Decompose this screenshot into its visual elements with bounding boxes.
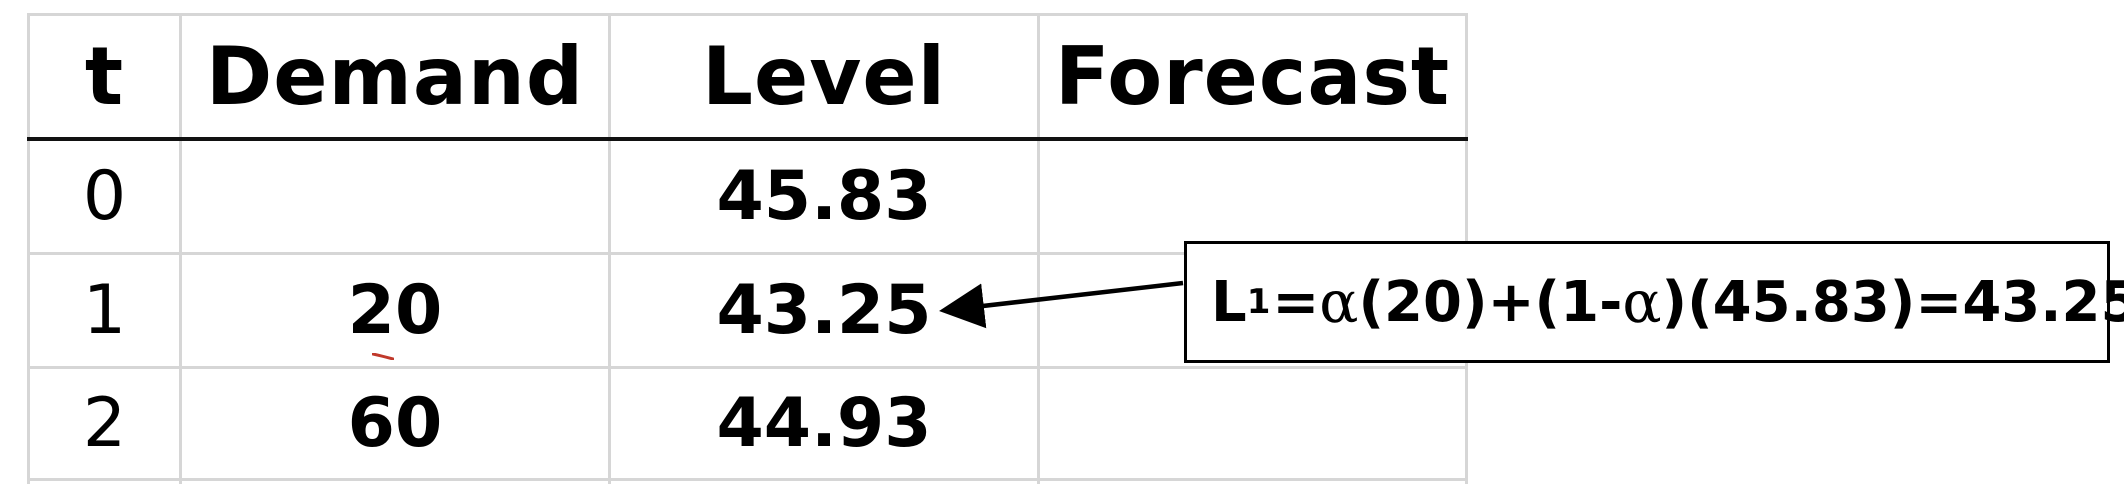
pen-mark	[372, 353, 394, 360]
header-t: t	[84, 30, 125, 123]
formula-one: 1	[1560, 269, 1600, 335]
grid-line	[27, 252, 1468, 255]
cell-demand	[182, 141, 608, 252]
cell-t: 1	[82, 271, 127, 350]
header-rule	[27, 137, 1468, 141]
cell-forecast	[1040, 141, 1465, 252]
formula-lhs-subscript: 1	[1246, 282, 1271, 322]
formula-equals: =	[1272, 269, 1320, 335]
formula-minus: -	[1599, 269, 1623, 335]
cell-t: 0	[82, 157, 127, 236]
header-forecast: Forecast	[1054, 30, 1451, 123]
alpha-symbol: α	[1622, 268, 1662, 336]
cell-demand: 60	[347, 384, 443, 463]
grid-line	[1037, 14, 1040, 484]
cell-t: 2	[82, 384, 127, 463]
grid-line	[27, 478, 1468, 481]
cell-level: 45.83	[716, 157, 932, 236]
formula-term: (20)+(	[1358, 269, 1561, 335]
header-level: Level	[701, 30, 947, 123]
alpha-symbol: α	[1319, 268, 1359, 336]
cell-demand: 20	[347, 271, 443, 350]
cell-level: 43.25	[716, 271, 932, 350]
header-demand: Demand	[205, 30, 585, 123]
cell-level: 44.93	[716, 384, 932, 463]
cell-forecast	[1040, 369, 1465, 478]
formula-lhs: L	[1211, 269, 1247, 335]
grid-line	[27, 366, 1468, 369]
grid-line	[27, 14, 30, 484]
formula-callout: L 1 = α (20)+(1- α)(45.83)=43.25	[1184, 241, 2124, 363]
grid-line	[27, 13, 1468, 16]
grid-line	[179, 14, 182, 484]
grid-line	[608, 14, 611, 484]
formula-result: )(45.83)=43.25	[1661, 269, 2124, 335]
